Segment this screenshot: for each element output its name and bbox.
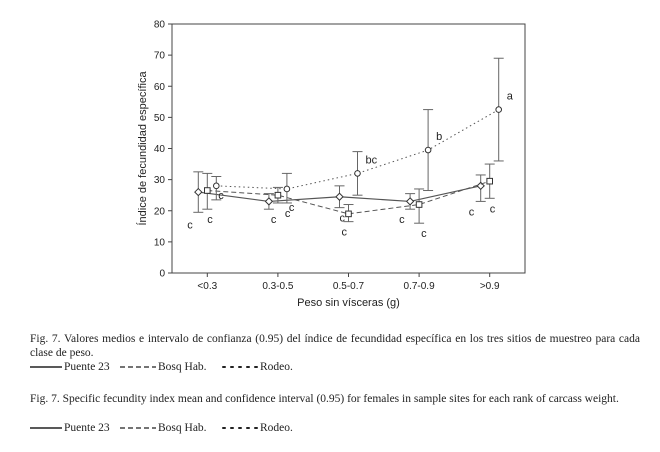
y-tick-label: 50 <box>154 113 166 124</box>
significance-label: c <box>271 214 277 226</box>
legend-solid-line-icon <box>30 366 62 368</box>
significance-label: a <box>507 91 514 103</box>
legend-label-puente: Puente 23 <box>64 361 110 373</box>
legend-dotted-line-icon <box>222 366 258 368</box>
data-point <box>194 187 203 197</box>
legend-item-rodeo-en: Rodeo. <box>222 421 293 435</box>
data-point <box>274 191 282 199</box>
plot-frame <box>171 23 526 274</box>
y-tick-label: 80 <box>154 20 166 31</box>
y-tick-label: 0 <box>159 269 165 280</box>
significance-label: c <box>469 206 475 218</box>
data-point <box>335 192 344 201</box>
significance-label: c <box>218 190 224 202</box>
y-tick-label: 10 <box>154 237 166 248</box>
x-tick-label: 0.5-0.7 <box>333 281 365 292</box>
significance-label: bc <box>366 154 378 166</box>
caption-english: Fig. 7. Specific fecundity index mean an… <box>30 393 619 405</box>
legend-item-bosq: Bosq Hab. <box>120 360 207 374</box>
y-tick-label: 30 <box>154 175 166 186</box>
legend-item-rodeo: Rodeo. <box>222 360 293 374</box>
significance-label: c <box>340 213 346 225</box>
x-tick-label: >0.9 <box>480 281 500 292</box>
y-axis-label: Índice de fecundidad específica <box>136 71 149 226</box>
legend-label-bosq: Bosq Hab. <box>158 361 207 373</box>
data-point <box>264 197 274 206</box>
significance-label: c <box>289 202 295 214</box>
legend-item-puente: Puente 23 <box>30 360 110 374</box>
data-point <box>204 187 211 194</box>
legend-dashed-line-icon <box>120 427 156 429</box>
legend-dotted-line-icon <box>222 427 258 429</box>
caption-spanish: Fig. 7. Valores medios e intervalo de co… <box>30 333 640 359</box>
data-point <box>495 106 503 113</box>
x-tick-label: 0.7-0.9 <box>404 281 436 292</box>
data-point <box>354 170 361 177</box>
chart-svg: 0 10 20 30 40 50 60 70 80 <0.3 0.3-0.5 0.5-0.7 0.7-0… <box>136 20 526 309</box>
x-tick-label: <0.3 <box>197 281 217 292</box>
significance-label: c <box>207 214 213 226</box>
significance-label: c <box>285 208 291 220</box>
y-tick-label: 20 <box>154 206 166 217</box>
significance-label: c <box>342 227 348 239</box>
data-point <box>486 177 493 185</box>
legend-label-rodeo: Rodeo. <box>260 361 293 373</box>
data-point <box>345 210 352 218</box>
data-point <box>424 146 432 154</box>
data-point <box>415 201 423 208</box>
significance-label: c <box>187 219 193 231</box>
legend-label-bosq-en: Bosq Hab. <box>158 422 207 434</box>
legend-item-puente-en: Puente 23 <box>30 421 110 435</box>
legend-solid-line-icon <box>30 427 62 429</box>
x-axis-label: Peso sin vísceras (g) <box>297 297 400 309</box>
y-tick-label: 60 <box>154 82 166 93</box>
significance-label: c <box>490 203 496 215</box>
significance-label: b <box>436 131 442 143</box>
legend-dashed-line-icon <box>120 366 156 368</box>
y-tick-label: 70 <box>154 51 166 62</box>
data-point <box>283 185 291 193</box>
legend-item-bosq-en: Bosq Hab. <box>120 421 207 435</box>
legend-label-puente-en: Puente 23 <box>64 422 110 434</box>
x-tick-label: 0.3-0.5 <box>262 281 294 292</box>
significance-label: c <box>399 214 405 226</box>
y-tick-label: 40 <box>154 144 166 155</box>
significance-label: c <box>421 228 427 240</box>
data-point <box>405 197 415 206</box>
series-line <box>216 109 499 190</box>
legend-label-rodeo-en: Rodeo. <box>260 422 293 434</box>
data-point <box>213 182 220 190</box>
